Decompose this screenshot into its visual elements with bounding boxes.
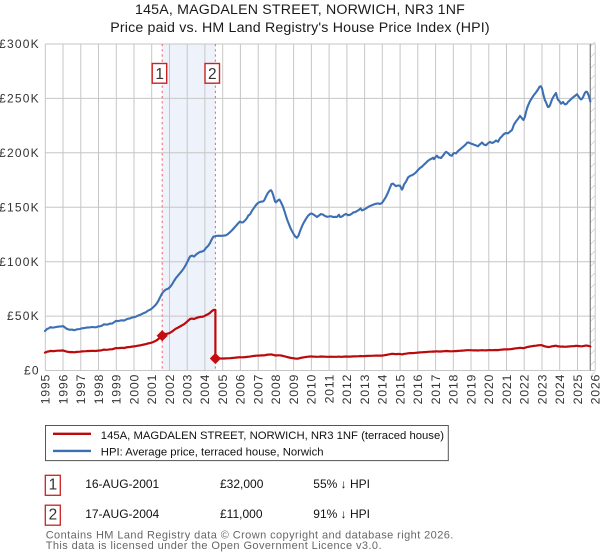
svg-text:This data is licensed under th: This data is licensed under the Open Gov… <box>46 540 382 552</box>
svg-text:2: 2 <box>49 507 58 524</box>
svg-text:2000: 2000 <box>127 374 141 404</box>
svg-text:Contains HM Land Registry data: Contains HM Land Registry data © Crown c… <box>46 530 454 542</box>
svg-text:£50K: £50K <box>7 309 40 323</box>
svg-text:£0: £0 <box>24 364 40 378</box>
svg-text:2018: 2018 <box>447 374 461 404</box>
svg-text:2024: 2024 <box>553 374 567 404</box>
svg-text:£32,000: £32,000 <box>220 477 264 491</box>
svg-text:£200K: £200K <box>0 146 40 160</box>
svg-text:2017: 2017 <box>429 374 443 404</box>
svg-text:2010: 2010 <box>305 374 319 404</box>
svg-text:2026: 2026 <box>589 374 600 404</box>
svg-text:2007: 2007 <box>252 374 266 404</box>
svg-text:£250K: £250K <box>0 92 40 106</box>
svg-text:£300K: £300K <box>0 37 40 51</box>
svg-text:2: 2 <box>208 66 217 83</box>
svg-text:2025: 2025 <box>571 374 585 404</box>
svg-text:2008: 2008 <box>269 374 283 404</box>
svg-text:2022: 2022 <box>518 374 532 404</box>
svg-text:2001: 2001 <box>145 374 159 404</box>
svg-text:2009: 2009 <box>287 374 301 404</box>
svg-text:16-AUG-2001: 16-AUG-2001 <box>85 477 159 491</box>
svg-text:91% ↓ HPI: 91% ↓ HPI <box>313 507 370 521</box>
svg-text:1997: 1997 <box>74 374 88 404</box>
svg-text:17-AUG-2004: 17-AUG-2004 <box>85 507 159 521</box>
svg-text:£100K: £100K <box>0 255 40 269</box>
svg-text:1995: 1995 <box>39 374 53 404</box>
svg-text:2012: 2012 <box>340 374 354 404</box>
svg-text:2015: 2015 <box>393 374 407 404</box>
svg-text:2006: 2006 <box>234 374 248 404</box>
svg-text:2003: 2003 <box>181 374 195 404</box>
svg-text:2019: 2019 <box>464 374 478 404</box>
svg-text:145A, MAGDALEN STREET, NORWICH: 145A, MAGDALEN STREET, NORWICH, NR3 1NF … <box>101 430 444 442</box>
svg-text:2014: 2014 <box>376 374 390 404</box>
svg-text:2005: 2005 <box>216 374 230 404</box>
svg-text:2011: 2011 <box>322 374 336 404</box>
svg-text:1: 1 <box>49 477 58 494</box>
svg-text:HPI: Average price, terraced h: HPI: Average price, terraced house, Norw… <box>101 446 324 458</box>
svg-text:2004: 2004 <box>198 374 212 404</box>
svg-text:2016: 2016 <box>411 374 425 404</box>
svg-text:145A, MAGDALEN STREET, NORWICH: 145A, MAGDALEN STREET, NORWICH, NR3 1NF <box>135 2 465 18</box>
svg-text:£150K: £150K <box>0 200 40 214</box>
svg-text:1: 1 <box>155 66 164 83</box>
svg-text:Price paid vs. HM Land Registr: Price paid vs. HM Land Registry's House … <box>110 20 490 36</box>
svg-text:£11,000: £11,000 <box>220 507 263 521</box>
svg-text:55% ↓ HPI: 55% ↓ HPI <box>313 477 370 491</box>
svg-text:1996: 1996 <box>56 374 70 404</box>
svg-text:2020: 2020 <box>482 374 496 404</box>
svg-text:2002: 2002 <box>163 374 177 404</box>
svg-text:1999: 1999 <box>110 374 124 404</box>
svg-text:2021: 2021 <box>500 374 514 404</box>
svg-text:2023: 2023 <box>535 374 549 404</box>
svg-text:2013: 2013 <box>358 374 372 404</box>
svg-text:1998: 1998 <box>92 374 106 404</box>
